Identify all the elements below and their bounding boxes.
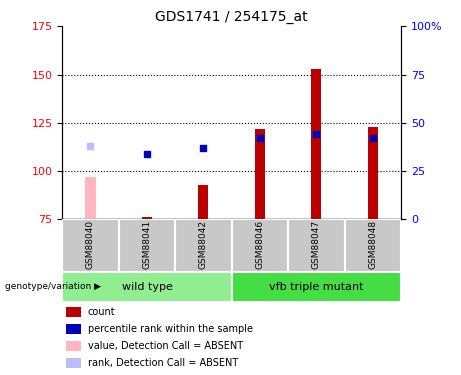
Bar bbox=[65, 324, 81, 334]
Bar bbox=[65, 358, 81, 368]
Bar bbox=[175, 219, 231, 272]
Title: GDS1741 / 254175_at: GDS1741 / 254175_at bbox=[155, 10, 308, 24]
Text: vfb triple mutant: vfb triple mutant bbox=[269, 282, 364, 292]
Text: percentile rank within the sample: percentile rank within the sample bbox=[88, 324, 253, 334]
Text: GSM88046: GSM88046 bbox=[255, 220, 265, 269]
Bar bbox=[62, 219, 118, 272]
Text: rank, Detection Call = ABSENT: rank, Detection Call = ABSENT bbox=[88, 358, 238, 368]
Bar bbox=[65, 341, 81, 351]
Bar bbox=[288, 219, 344, 272]
Bar bbox=[311, 69, 321, 219]
Bar bbox=[198, 184, 208, 219]
Bar bbox=[62, 272, 231, 302]
Text: count: count bbox=[88, 307, 115, 317]
Bar bbox=[231, 219, 288, 272]
Text: GSM88047: GSM88047 bbox=[312, 220, 321, 269]
Text: value, Detection Call = ABSENT: value, Detection Call = ABSENT bbox=[88, 341, 243, 351]
Bar bbox=[344, 219, 401, 272]
Bar bbox=[231, 272, 401, 302]
Text: wild type: wild type bbox=[122, 282, 172, 292]
Bar bbox=[368, 127, 378, 219]
Bar bbox=[85, 177, 95, 219]
Text: GSM88048: GSM88048 bbox=[368, 220, 378, 269]
Text: GSM88040: GSM88040 bbox=[86, 220, 95, 269]
Bar bbox=[118, 219, 175, 272]
Text: genotype/variation ▶: genotype/variation ▶ bbox=[5, 282, 100, 291]
Bar bbox=[255, 129, 265, 219]
Text: GSM88041: GSM88041 bbox=[142, 220, 152, 269]
Text: GSM88042: GSM88042 bbox=[199, 220, 208, 269]
Bar bbox=[65, 308, 81, 317]
Bar bbox=[142, 217, 152, 219]
